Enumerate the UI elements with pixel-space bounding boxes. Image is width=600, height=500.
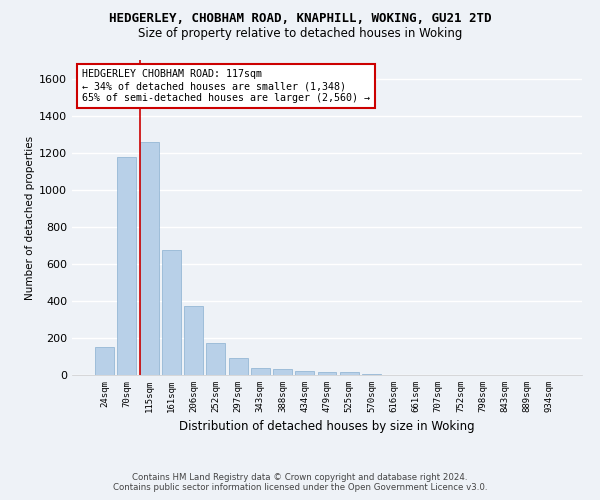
Bar xyxy=(140,142,158,375)
Bar xyxy=(118,158,136,375)
Bar xyxy=(362,374,381,375)
Bar xyxy=(340,372,359,375)
Bar xyxy=(206,342,225,375)
Text: HEDGERLEY CHOBHAM ROAD: 117sqm
← 34% of detached houses are smaller (1,348)
65% : HEDGERLEY CHOBHAM ROAD: 117sqm ← 34% of … xyxy=(82,70,370,102)
Bar xyxy=(317,372,337,375)
Bar xyxy=(295,372,314,375)
Y-axis label: Number of detached properties: Number of detached properties xyxy=(25,136,35,300)
Bar xyxy=(162,250,181,375)
Bar xyxy=(229,358,248,375)
Bar xyxy=(184,306,203,375)
Bar xyxy=(273,370,292,375)
Text: Size of property relative to detached houses in Woking: Size of property relative to detached ho… xyxy=(138,28,462,40)
X-axis label: Distribution of detached houses by size in Woking: Distribution of detached houses by size … xyxy=(179,420,475,434)
Text: HEDGERLEY, CHOBHAM ROAD, KNAPHILL, WOKING, GU21 2TD: HEDGERLEY, CHOBHAM ROAD, KNAPHILL, WOKIN… xyxy=(109,12,491,26)
Bar xyxy=(251,368,270,375)
Text: Contains HM Land Registry data © Crown copyright and database right 2024.
Contai: Contains HM Land Registry data © Crown c… xyxy=(113,473,487,492)
Bar xyxy=(95,347,114,375)
